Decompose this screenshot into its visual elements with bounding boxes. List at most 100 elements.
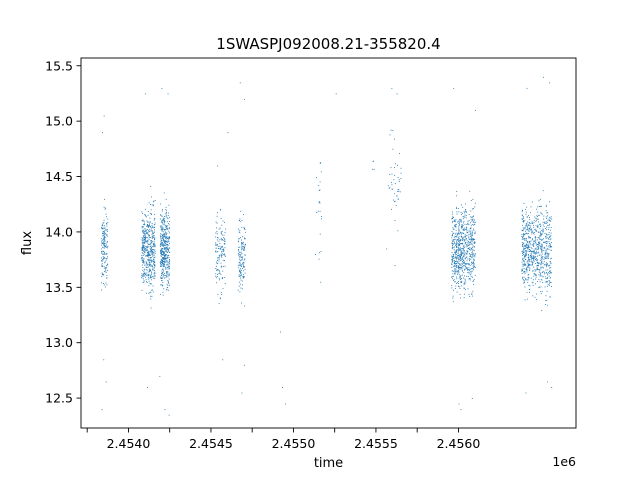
data-point xyxy=(529,285,531,287)
data-point xyxy=(106,264,108,266)
data-point xyxy=(535,217,537,219)
data-point xyxy=(547,263,548,265)
data-point xyxy=(473,255,475,256)
data-point xyxy=(460,256,461,258)
data-point xyxy=(524,226,526,228)
data-point xyxy=(459,244,461,246)
data-point xyxy=(543,270,545,272)
data-point xyxy=(533,259,535,261)
data-point xyxy=(400,172,402,174)
data-point xyxy=(454,238,456,240)
data-point xyxy=(163,265,165,267)
data-point xyxy=(539,286,540,288)
data-point xyxy=(146,282,148,284)
data-point xyxy=(168,262,170,264)
data-point xyxy=(221,277,223,279)
data-point xyxy=(160,278,162,279)
data-point xyxy=(241,392,243,394)
data-point xyxy=(470,248,472,250)
data-point xyxy=(168,263,170,265)
data-point xyxy=(467,223,469,225)
data-point xyxy=(104,267,106,269)
data-point xyxy=(285,403,287,405)
data-point xyxy=(461,280,463,282)
data-point xyxy=(150,242,152,244)
data-point xyxy=(165,215,167,217)
data-point xyxy=(455,244,457,246)
data-point xyxy=(457,272,459,274)
data-point xyxy=(151,265,153,266)
data-point xyxy=(454,242,456,244)
data-point xyxy=(465,211,467,213)
data-point xyxy=(531,239,533,241)
data-point xyxy=(528,264,530,266)
data-point xyxy=(147,259,148,261)
data-point xyxy=(223,248,225,250)
data-point xyxy=(545,281,547,283)
data-point xyxy=(165,257,167,259)
data-point xyxy=(103,237,105,239)
data-point xyxy=(532,295,534,297)
data-point xyxy=(143,278,144,280)
data-point xyxy=(161,228,163,230)
data-point xyxy=(472,261,474,263)
data-point xyxy=(165,228,167,230)
data-point xyxy=(528,236,530,238)
data-point xyxy=(458,265,459,267)
data-point xyxy=(524,286,526,288)
data-point xyxy=(168,282,170,284)
data-point xyxy=(102,232,104,234)
data-point xyxy=(473,232,475,234)
data-point xyxy=(143,235,144,237)
data-point xyxy=(391,188,393,190)
data-point xyxy=(528,274,530,276)
data-point xyxy=(104,227,106,229)
data-point xyxy=(103,242,105,244)
data-point xyxy=(532,251,534,253)
data-point xyxy=(461,226,463,227)
data-point xyxy=(151,233,153,235)
data-point xyxy=(533,220,535,222)
data-point xyxy=(529,224,531,226)
data-point xyxy=(534,269,536,271)
data-point xyxy=(529,259,531,261)
data-point xyxy=(527,241,528,243)
data-point xyxy=(458,230,460,231)
data-point xyxy=(243,266,245,268)
data-point xyxy=(145,249,147,251)
data-point xyxy=(152,285,154,287)
data-point xyxy=(540,248,542,249)
data-point xyxy=(464,264,466,266)
data-point xyxy=(527,227,529,229)
data-point xyxy=(244,272,246,274)
data-point xyxy=(464,268,466,270)
data-point xyxy=(522,270,524,271)
data-point xyxy=(473,215,474,217)
data-point xyxy=(162,266,164,268)
data-point xyxy=(539,270,541,272)
data-point xyxy=(460,226,462,228)
data-point xyxy=(463,272,465,274)
data-point xyxy=(535,276,537,278)
data-point xyxy=(162,284,163,286)
data-point xyxy=(528,237,530,239)
data-point xyxy=(151,237,153,239)
data-point xyxy=(141,211,143,213)
data-point xyxy=(223,243,225,245)
data-point xyxy=(464,246,466,248)
data-point xyxy=(215,243,217,245)
data-point xyxy=(464,238,466,240)
data-point xyxy=(539,281,541,283)
data-point xyxy=(473,242,475,244)
data-point xyxy=(528,245,530,247)
data-point xyxy=(217,268,219,270)
data-point xyxy=(522,229,524,231)
data-point xyxy=(523,228,525,230)
data-point xyxy=(105,253,107,255)
data-point xyxy=(241,288,243,290)
data-point xyxy=(105,253,107,255)
data-point xyxy=(533,252,535,254)
data-point xyxy=(144,273,146,274)
data-point xyxy=(525,258,526,260)
data-point xyxy=(146,233,148,235)
